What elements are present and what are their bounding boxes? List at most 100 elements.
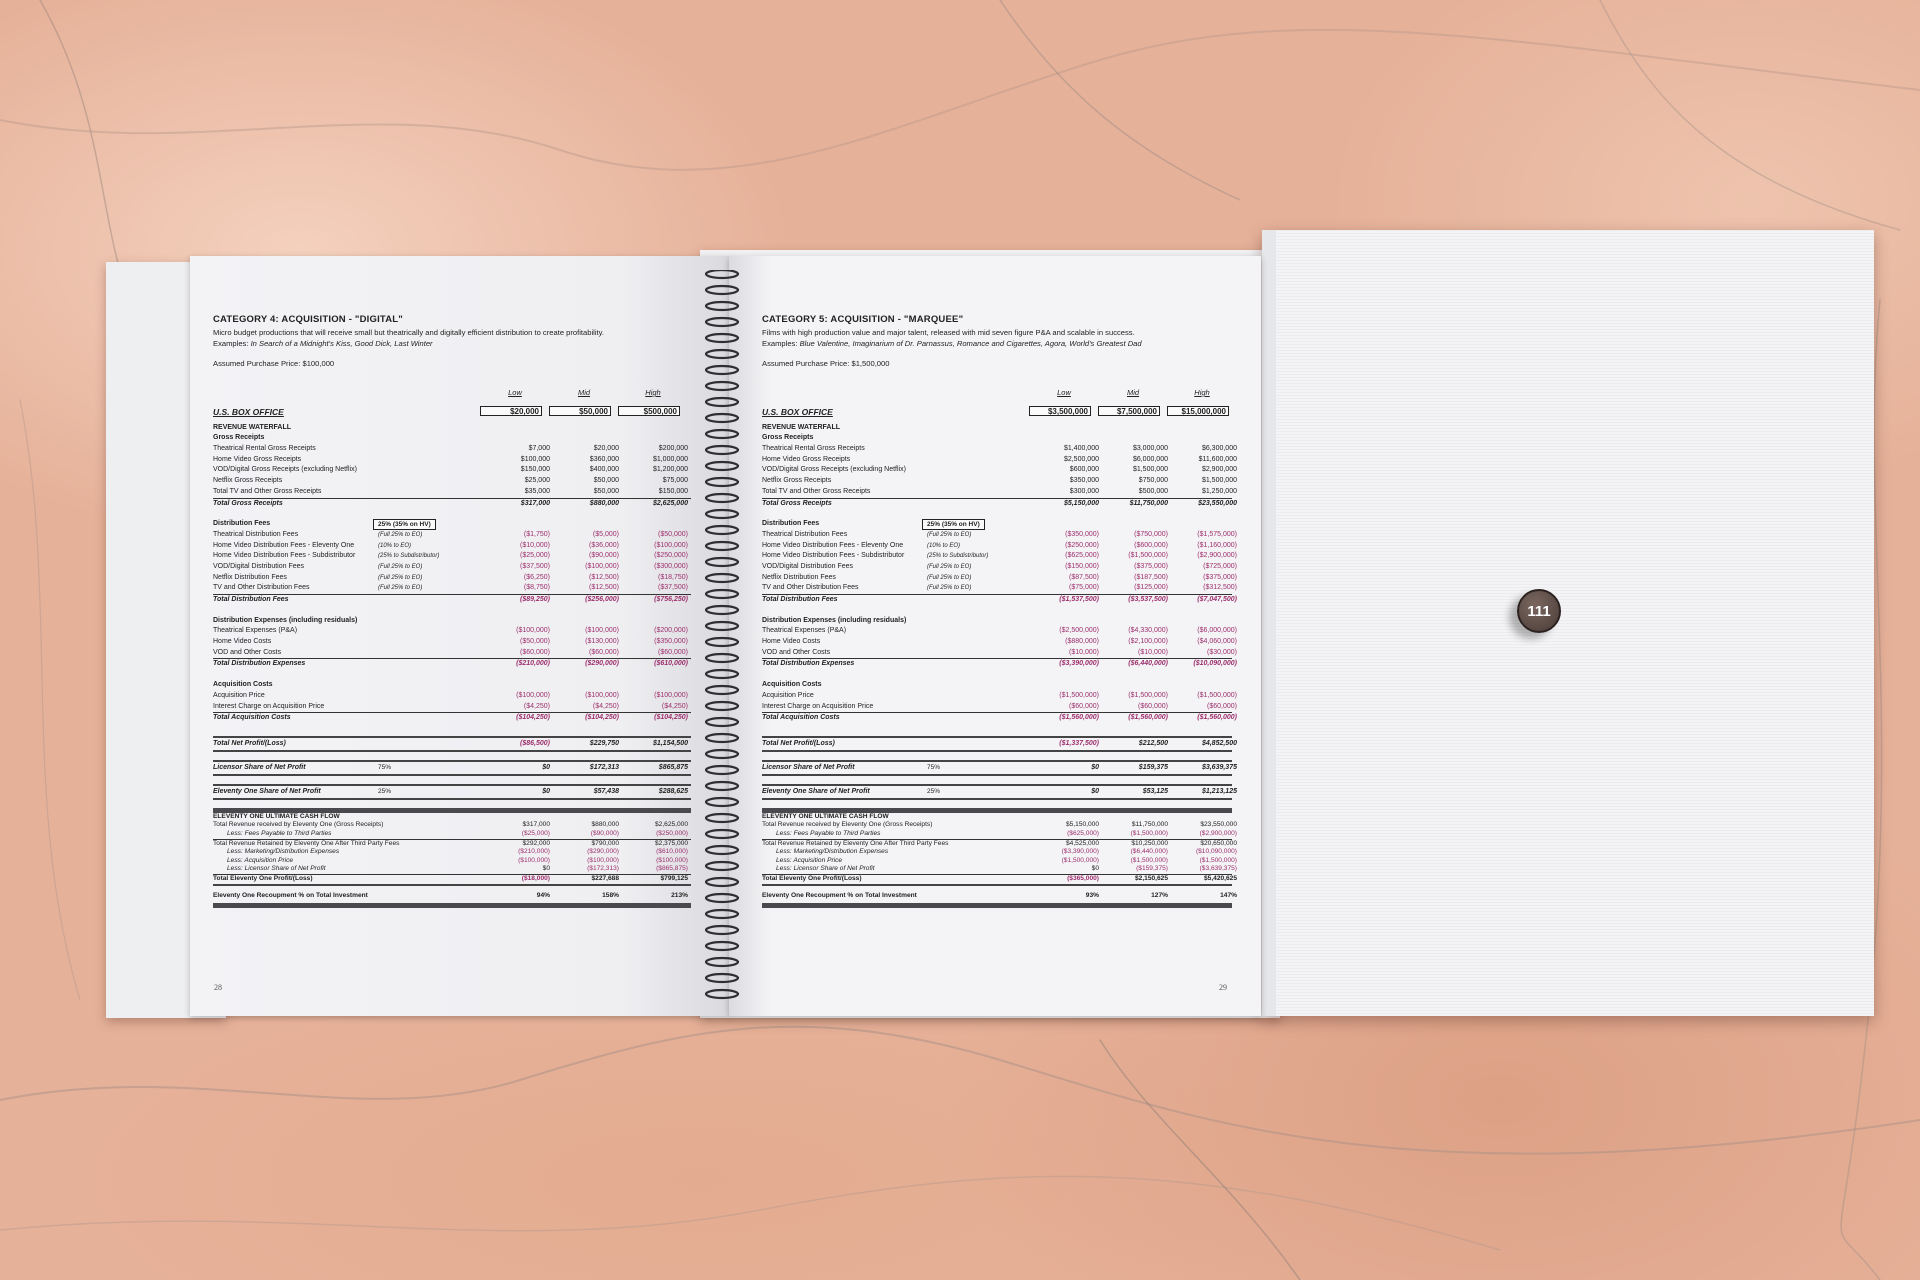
row-note: (Full 25% to EO) [927,531,972,538]
row-label: Total Revenue Retained by Eleventy One A… [213,839,400,847]
spiral-coil [704,332,740,344]
spiral-coil [704,412,740,424]
group-heading: Distribution Fees 25% (35% on HV) [762,519,1232,531]
value-cell: ($3,639,375) [1199,865,1237,873]
row-label: Netflix Distribution Fees [213,573,287,581]
cash-flow-section: ELEVENTY ONE ULTIMATE CASH FLOW Total Rev… [762,813,1237,900]
spiral-coil [704,748,740,760]
value-cell: $1,500,000 [1201,477,1237,485]
row-note: (Full 25% to EO) [378,585,423,592]
row-label: VOD/Digital Gross Receipts (excluding Ne… [762,466,906,474]
value-cell: ($10,000) [520,541,550,549]
divider-bar [213,903,691,909]
value-cell: $5,150,000 [1063,499,1099,507]
revenue-waterfall-heading: REVENUE WATERFALL [762,423,1232,434]
value-cell: $227,688 [591,875,619,883]
column-headers: Low Mid High [762,388,1232,399]
spiral-coil [704,380,740,392]
table-row: VOD/Digital Gross Receipts (excluding Ne… [213,465,691,476]
cash-flow-row: Less: Fees Payable to Third Parties ($25,… [213,830,691,839]
summary-label: Licensor Share of Net Profit [762,763,855,771]
value-cell: ($100,000) [587,856,619,864]
value-cell: $3,000,000 [1132,445,1168,453]
category-description: Micro budget productions that will recei… [213,328,604,337]
group-heading-text: Acquisition Costs [213,681,273,689]
total-label: Total Distribution Expenses [762,660,855,668]
group-heading-text: Distribution Expenses (including residua… [762,616,907,624]
total-label: Total Distribution Fees [213,596,289,603]
total-row: Total Distribution Fees ($89,250) ($256,00… [213,594,691,606]
fee-rate-box: 25% (35% on HV) [922,519,985,531]
value-cell: $4,525,000 [1065,839,1099,847]
value-cell: 213% [671,891,688,899]
row-label: Theatrical Rental Gross Receipts [762,445,865,453]
spiral-coil [704,876,740,888]
table-row: Netflix Gross Receipts $25,000 $50,000 $75,… [213,476,691,487]
value-cell: $500,000 [618,405,680,416]
page-number: 28 [214,983,222,992]
value-cell: ($10,000) [1138,648,1168,656]
spiral-coil [704,764,740,776]
value-cell: ($725,000) [1203,562,1237,570]
value-cell: ($75,000) [1069,584,1099,592]
row-label: Total Revenue received by Eleventy One (… [762,821,933,829]
box-office-row: U.S. BOX OFFICE $3,500,000 $7,500,000 $15,0… [762,405,1232,419]
examples-titles: In Search of a Midnight's Kiss, Good Dic… [250,339,433,348]
summary-row: Licensor Share of Net Profit 75% $0 $159,37… [762,759,1237,776]
group-heading: Distribution Fees 25% (35% on HV) [213,519,691,531]
row-note: (25% to Subdistributor) [927,553,989,560]
row-label: Home Video Gross Receipts [213,455,302,463]
summary-row: Licensor Share of Net Profit 75% $0 $172,31… [213,759,691,776]
value-cell: ($1,500,000) [1130,830,1168,838]
row-label: Less: Licensor Share of Net Profit [776,865,875,873]
table-row: Home Video Distribution Fees - Subdistri… [213,551,691,562]
row-note: (Full 25% to EO) [927,585,972,592]
column-header: Mid [1126,388,1140,397]
value-cell: $600,000 [1069,466,1099,474]
value-cell: ($300,000) [654,562,688,570]
value-cell: ($5,000) [592,530,619,538]
summary-label: Total Net Profit/(Loss) [762,739,835,747]
table-row: Theatrical Distribution Fees (Full 25% to… [213,530,691,541]
row-note: (25% to Subdistributor) [378,553,440,560]
value-cell: ($1,160,000) [1197,541,1237,549]
spiral-coil [704,396,740,408]
value-cell: ($3,537,500) [1128,596,1168,603]
value-cell: ($90,000) [589,552,619,560]
spiral-coil [704,716,740,728]
summary-label: Licensor Share of Net Profit [213,763,306,771]
value-cell: ($100,000) [516,691,550,699]
total-label: Total Eleventy One Profit/(Loss) [213,875,313,883]
spiral-coil [704,796,740,808]
spiral-coil [704,956,740,968]
row-label: Acquisition Price [762,691,814,699]
value-cell: ($100,000) [656,856,688,864]
value-cell: ($350,000) [654,638,688,646]
value-cell: ($1,500,000) [1197,691,1237,699]
value-cell: ($210,000) [516,660,550,668]
value-cell: $75,000 [662,477,688,485]
table-row: Theatrical Expenses (P&A) ($2,500,000) ($4… [762,626,1237,637]
value-cell: $150,000 [520,466,550,474]
value-cell: $0 [542,865,550,873]
summary-row: Total Net Profit/(Loss) ($86,500) $229,750… [213,735,691,752]
value-cell: $2,375,000 [654,839,688,847]
value-cell: $6,300,000 [1201,445,1237,453]
table-row: Home Video Distribution Fees - Eleventy … [213,541,691,552]
value-cell: ($100,000) [516,627,550,635]
row-label: Home Video Costs [762,638,821,646]
row-label: Netflix Gross Receipts [213,477,283,485]
row-label: Theatrical Expenses (P&A) [762,627,847,635]
row-label: VOD and Other Costs [213,648,282,656]
value-cell: $292,000 [522,839,550,847]
value-cell: $1,000,000 [652,455,688,463]
value-cell: $20,000 [480,405,542,416]
cash-flow-row: Less: Marketing/Distribution Expenses ($3… [762,848,1237,857]
share-percent: 25% [378,787,392,795]
summary-label: Eleventy One Share of Net Profit [213,787,321,795]
value-cell: 158% [602,891,619,899]
row-label: Less: Fees Payable to Third Parties [227,830,332,838]
row-label: Home Video Distribution Fees - Eleventy … [213,541,355,549]
value-cell: ($104,250) [516,714,550,722]
value-cell: ($250,000) [1065,541,1099,549]
